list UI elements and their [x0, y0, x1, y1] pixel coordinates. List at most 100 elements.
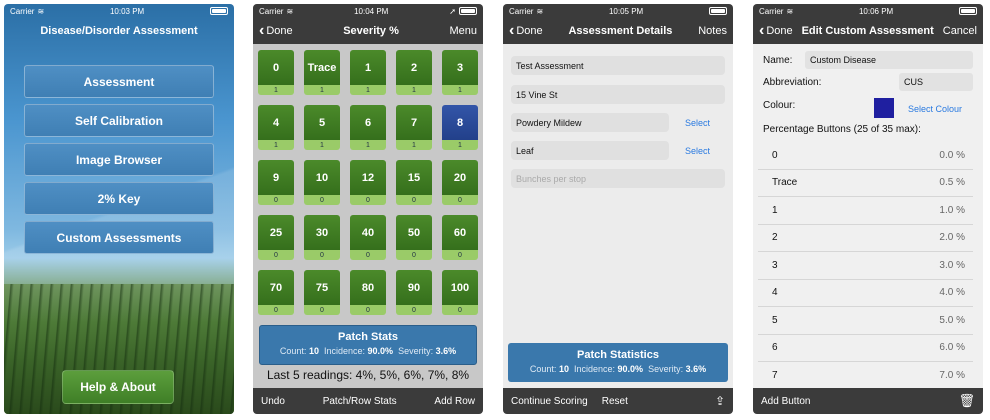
- percentage-row[interactable]: 7 7.0 %: [758, 362, 973, 390]
- select-disease-link[interactable]: Select: [685, 118, 711, 128]
- percentage-row[interactable]: 4 4.0 %: [758, 280, 973, 307]
- percentage-row[interactable]: 2 2.0 %: [758, 225, 973, 252]
- carrier-label: Carrier: [259, 6, 284, 16]
- custom-assessments-button[interactable]: Custom Assessments: [24, 221, 214, 254]
- undo-button[interactable]: Undo: [261, 395, 285, 407]
- percentage-row[interactable]: 3 3.0 %: [758, 252, 973, 280]
- severity-cell[interactable]: 80 0: [350, 270, 386, 315]
- bunches-per-stop-input[interactable]: Bunches per stop: [511, 169, 725, 188]
- severity-count-label: 1: [396, 140, 432, 150]
- reset-button[interactable]: Reset: [601, 395, 628, 407]
- severity-count-label: 0: [258, 250, 294, 260]
- assessment-name-field[interactable]: Test Assessment: [511, 56, 725, 75]
- select-part-link[interactable]: Select: [685, 146, 711, 156]
- address-field[interactable]: 15 Vine St: [511, 85, 725, 104]
- clock: 10:06 PM: [858, 6, 894, 16]
- severity-cell[interactable]: 10 0: [304, 160, 340, 205]
- incidence-label: Incidence:: [573, 364, 615, 374]
- disease-field[interactable]: Powdery Mildew: [511, 113, 669, 132]
- severity-cell[interactable]: Trace 1: [304, 50, 340, 95]
- carrier-label: Carrier: [10, 6, 35, 16]
- done-button[interactable]: ‹ Done: [509, 23, 543, 39]
- bottom-toolbar: Add Button 🗑: [753, 388, 983, 414]
- severity-value-label: Trace: [304, 50, 340, 85]
- severity-cell[interactable]: 50 0: [396, 215, 432, 260]
- nav-bar: ‹ Done Assessment Details Notes: [503, 18, 733, 44]
- clock: 10:03 PM: [109, 6, 145, 16]
- percentage-row[interactable]: 0 0.0 %: [758, 142, 973, 170]
- severity-count-label: 0: [442, 305, 478, 315]
- severity-cell[interactable]: 15 0: [396, 160, 432, 205]
- image-browser-button[interactable]: Image Browser: [24, 143, 214, 176]
- notes-button[interactable]: Notes: [698, 25, 727, 37]
- severity-value-label: 1: [350, 50, 386, 85]
- done-button[interactable]: ‹ Done: [759, 23, 793, 39]
- severity-cell[interactable]: 40 0: [350, 215, 386, 260]
- help-about-button[interactable]: Help & About: [62, 370, 174, 404]
- severity-count-label: 1: [304, 140, 340, 150]
- severity-grid: 0 1 Trace 1 1 1 2 1 3 1 4 1 5 1 6 1 7 1 8 1 9 0 10 0 12 0 15 0 20 0 25…: [258, 50, 478, 315]
- add-row-button[interactable]: Add Row: [434, 395, 475, 407]
- severity-cell[interactable]: 30 0: [304, 215, 340, 260]
- severity-value-label: 9: [258, 160, 294, 195]
- two-percent-key-button[interactable]: 2% Key: [24, 182, 214, 215]
- patch-statistics-title: Patch Statistics: [577, 349, 659, 361]
- severity-count-label: 0: [442, 250, 478, 260]
- share-icon[interactable]: ⇪: [714, 394, 725, 408]
- severity-count-label: 0: [396, 195, 432, 205]
- select-colour-link[interactable]: Select Colour: [908, 104, 963, 114]
- severity-value-label: 0: [258, 50, 294, 85]
- severity-cell[interactable]: 100 0: [442, 270, 478, 315]
- screen-main-menu: Carrier ≋ 10:03 PM Disease/Disorder Asses…: [4, 4, 234, 414]
- plant-part-field[interactable]: Leaf: [511, 141, 669, 160]
- percentage-row[interactable]: 6 6.0 %: [758, 335, 973, 362]
- continue-scoring-button[interactable]: Continue Scoring: [511, 395, 588, 407]
- self-calibration-button[interactable]: Self Calibration: [24, 104, 214, 137]
- severity-count-label: 1: [258, 85, 294, 95]
- severity-value-label: 80: [350, 270, 386, 305]
- patch-stats-title: Patch Stats: [338, 331, 398, 343]
- percentage-row[interactable]: Trace 0.5 %: [758, 170, 973, 197]
- severity-cell[interactable]: 90 0: [396, 270, 432, 315]
- severity-value: 3.6%: [685, 364, 707, 374]
- severity-value-label: 70: [258, 270, 294, 305]
- percentage-row-label: 7: [772, 369, 778, 381]
- abbreviation-field[interactable]: CUS: [899, 73, 973, 91]
- trash-icon[interactable]: 🗑: [958, 393, 975, 408]
- percentage-row-value: 1.0 %: [939, 204, 965, 216]
- top-bar: Carrier ≋ 10:05 PM ‹ Done Assessment Detai…: [503, 4, 733, 44]
- add-button[interactable]: Add Button: [761, 395, 811, 407]
- percentage-row-value: 0.5 %: [939, 177, 965, 189]
- severity-cell[interactable]: 12 0: [350, 160, 386, 205]
- percentage-row-label: 2: [772, 232, 778, 244]
- done-button[interactable]: ‹ Done: [259, 23, 293, 39]
- severity-cell[interactable]: 20 0: [442, 160, 478, 205]
- percentage-row[interactable]: 1 1.0 %: [758, 197, 973, 225]
- percentage-row[interactable]: 5 5.0 %: [758, 307, 973, 335]
- menu-button[interactable]: Menu: [449, 25, 477, 37]
- cancel-button[interactable]: Cancel: [942, 25, 977, 37]
- assessment-button[interactable]: Assessment: [24, 65, 214, 98]
- percentage-row-value: 2.0 %: [939, 232, 965, 244]
- percentage-row-label: 5: [772, 314, 778, 326]
- severity-cell[interactable]: 75 0: [304, 270, 340, 315]
- severity-cell[interactable]: 60 0: [442, 215, 478, 260]
- severity-value-label: 90: [396, 270, 432, 305]
- severity-cell[interactable]: 25 0: [258, 215, 294, 260]
- nav-bar: Disease/Disorder Assessment: [4, 18, 234, 44]
- severity-cell[interactable]: 70 0: [258, 270, 294, 315]
- wifi-icon: ≋: [786, 6, 794, 16]
- name-field[interactable]: Custom Disease: [805, 51, 973, 69]
- percentage-buttons-heading: Percentage Buttons (25 of 35 max):: [763, 124, 921, 135]
- patch-row-stats-button[interactable]: Patch/Row Stats: [322, 395, 397, 407]
